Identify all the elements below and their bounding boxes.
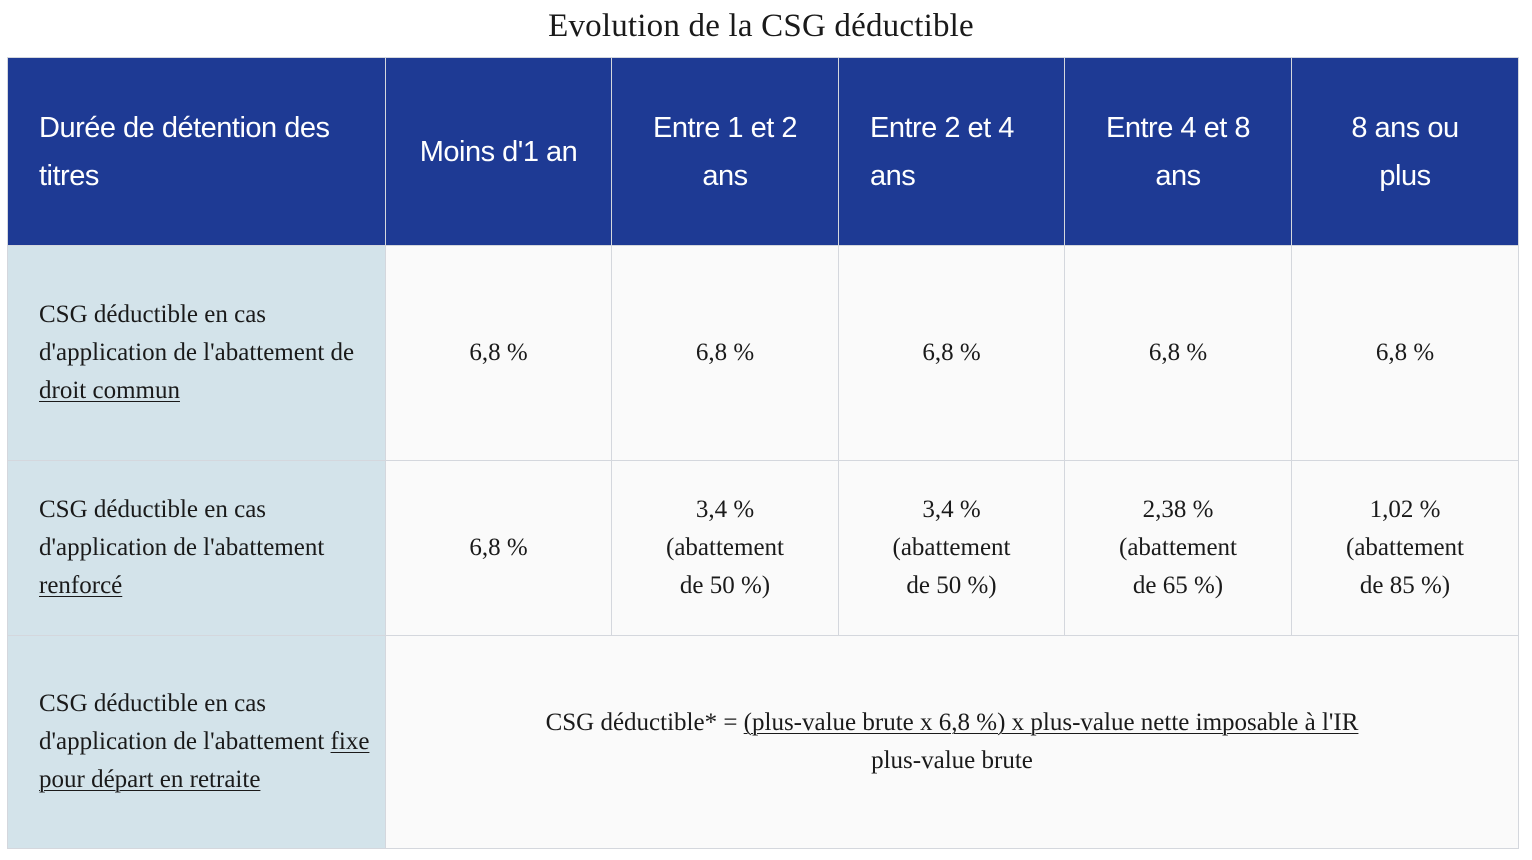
cell-value: 1,02 %: [1369, 496, 1441, 523]
row-label-fixe-retraite: CSG déductible en cas d'application de l…: [7, 635, 386, 849]
cell-note-line2: de 65 %): [1132, 572, 1224, 599]
csg-table: Durée de détention des titres Moins d'1 …: [7, 57, 1519, 849]
table-row-renforce: CSG déductible en cas d'application de l…: [7, 460, 1519, 636]
header-4-to-8-years-line2: ans: [1155, 159, 1201, 192]
table-cell: 6,8 %: [1291, 245, 1519, 461]
row-label-text: CSG déductible en cas d'application de l…: [39, 690, 331, 755]
header-1-to-2-years-line1: Entre 1 et 2: [653, 111, 797, 144]
header-2-to-4-years-line2: ans: [870, 159, 916, 192]
cell-note-line1: (abattement: [1346, 534, 1464, 561]
formula-cell: CSG déductible* = (plus-value brute x 6,…: [385, 635, 1519, 849]
cell-note-line1: (abattement: [666, 534, 784, 561]
header-holding-duration: Durée de détention des titres: [7, 57, 386, 246]
header-4-to-8-years-line1: Entre 4 et 8: [1106, 111, 1250, 144]
table-cell: 3,4 % (abattement de 50 %): [838, 460, 1065, 636]
cell-value: 2,38 %: [1142, 496, 1214, 523]
table-row-droit-commun: CSG déductible en cas d'application de l…: [7, 245, 1519, 461]
header-less-than-1-year: Moins d'1 an: [385, 57, 612, 246]
formula-numerator-link[interactable]: (plus-value brute x 6,8 %) x plus-value …: [743, 709, 1359, 736]
table-cell: 6,8 %: [385, 245, 612, 461]
renforce-link[interactable]: renforcé: [39, 572, 123, 599]
table-cell: 1,02 % (abattement de 85 %): [1291, 460, 1519, 636]
fixe-depart-retraite-link[interactable]: fixe pour départ en retraite: [39, 728, 370, 793]
header-2-to-4-years: Entre 2 et 4 ans: [838, 57, 1065, 246]
header-1-to-2-years: Entre 1 et 2 ans: [611, 57, 839, 246]
table-header-row: Durée de détention des titres Moins d'1 …: [7, 57, 1519, 246]
droit-commun-link[interactable]: droit commun: [39, 377, 180, 404]
cell-note-line1: (abattement: [892, 534, 1011, 561]
header-8-years-or-more-line1: 8 ans ou: [1351, 111, 1459, 144]
cell-value: 3,4 %: [922, 496, 981, 523]
table-cell: 6,8 %: [838, 245, 1065, 461]
header-8-years-or-more: 8 ans ou plus: [1291, 57, 1519, 246]
row-label-text: CSG déductible en cas d'application de l…: [39, 496, 325, 561]
cell-note-line2: de 50 %): [906, 572, 997, 599]
table-cell: 2,38 % (abattement de 65 %): [1064, 460, 1292, 636]
table-cell: 6,8 %: [1064, 245, 1292, 461]
table-row-fixe-retraite: CSG déductible en cas d'application de l…: [7, 635, 1519, 849]
formula-prefix: CSG déductible* =: [545, 709, 744, 736]
header-4-to-8-years: Entre 4 et 8 ans: [1064, 57, 1292, 246]
header-8-years-or-more-line2: plus: [1379, 159, 1431, 192]
cell-value: 3,4 %: [695, 496, 755, 523]
row-label-text: CSG déductible en cas d'application de l…: [39, 301, 355, 366]
formula-line: CSG déductible* = (plus-value brute x 6,…: [386, 704, 1518, 742]
page-title: Evolution de la CSG déductible: [548, 8, 974, 44]
table-cell: 6,8 %: [385, 460, 612, 636]
table-cell: 6,8 %: [611, 245, 839, 461]
cell-note-line2: de 50 %): [679, 572, 771, 599]
cell-note-line1: (abattement: [1119, 534, 1237, 561]
formula-denominator: plus-value brute: [871, 747, 1033, 774]
row-label-droit-commun: CSG déductible en cas d'application de l…: [7, 245, 386, 461]
row-label-renforce: CSG déductible en cas d'application de l…: [7, 460, 386, 636]
table-cell: 3,4 % (abattement de 50 %): [611, 460, 839, 636]
cell-note-line2: de 85 %): [1359, 572, 1451, 599]
header-2-to-4-years-line1: Entre 2 et 4: [870, 111, 1014, 144]
header-1-to-2-years-line2: ans: [702, 159, 748, 192]
